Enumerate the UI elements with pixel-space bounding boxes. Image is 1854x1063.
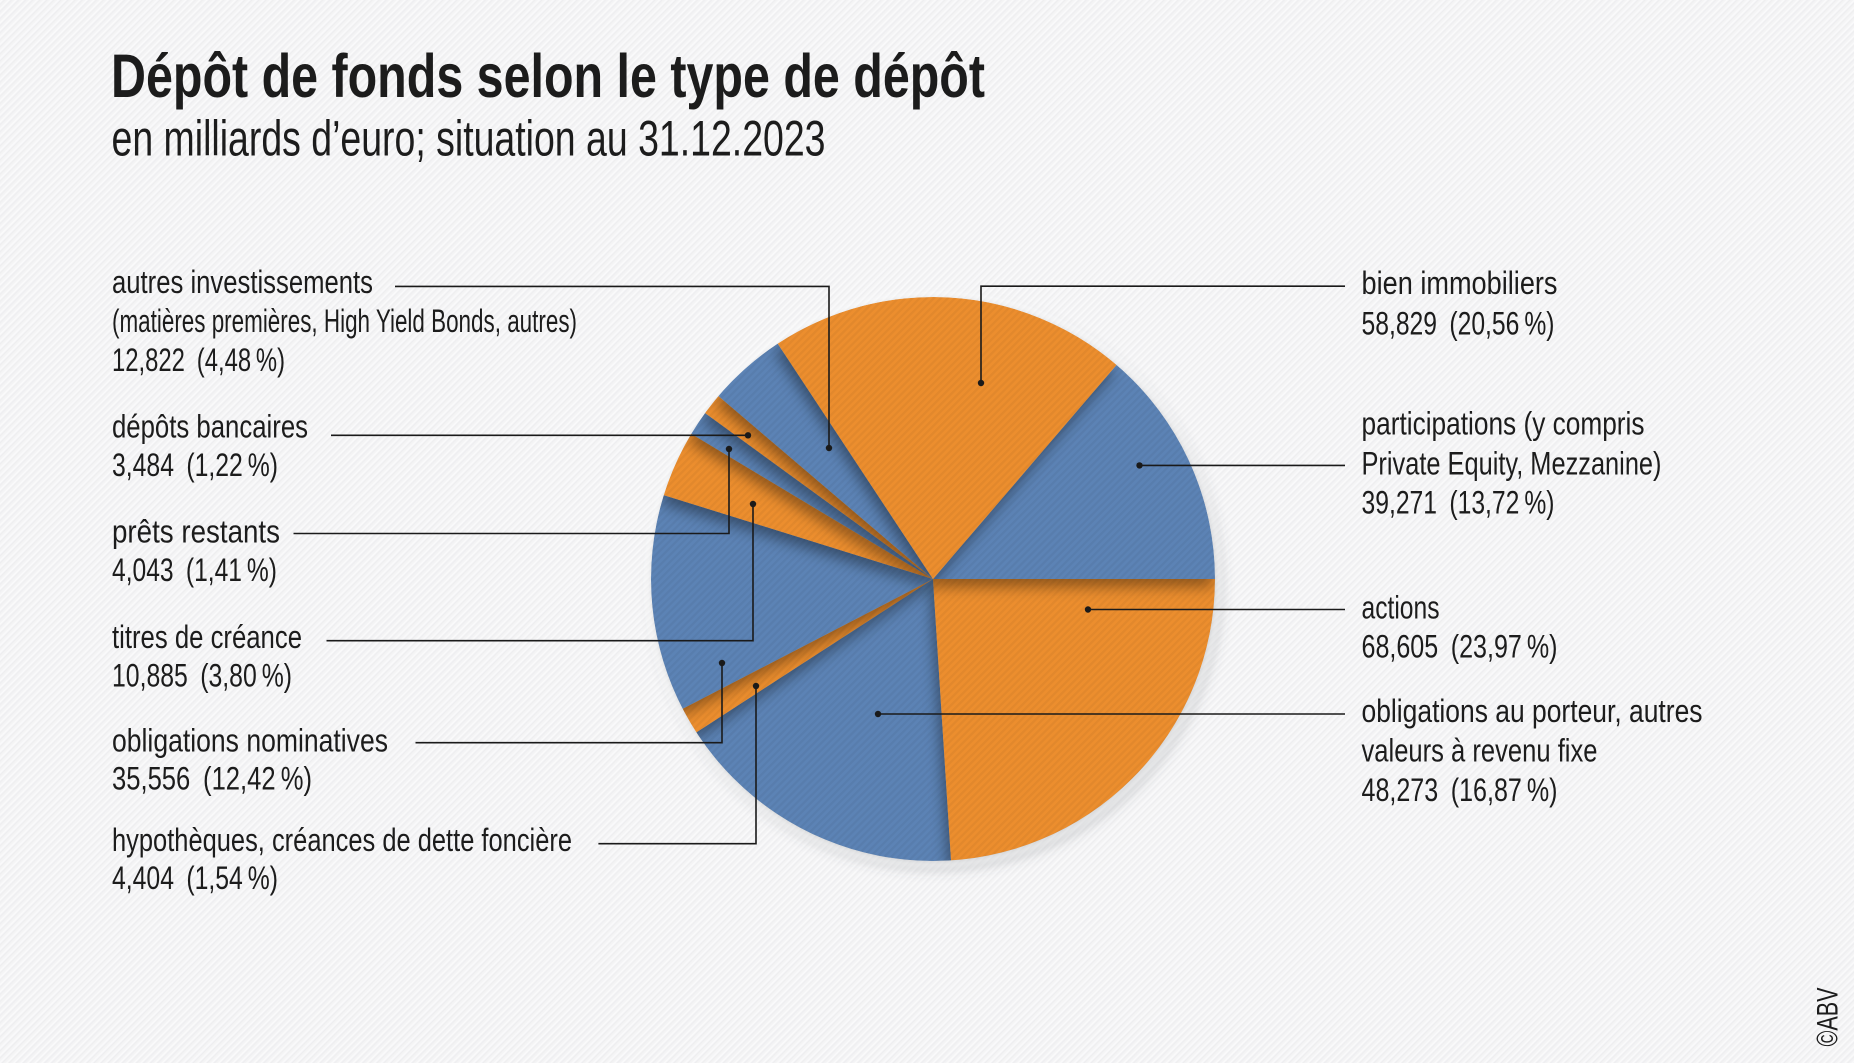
svg-text:4,043 (1,41 %): 4,043 (1,41 %): [112, 552, 277, 588]
svg-text:en milliards d’euro; situation: en milliards d’euro; situation au 31.12.…: [112, 110, 826, 166]
svg-text:©ABV: ©ABV: [1812, 988, 1845, 1047]
svg-text:3,484 (1,22 %): 3,484 (1,22 %): [112, 447, 278, 483]
svg-text:12,822 (4,48 %): 12,822 (4,48 %): [112, 342, 285, 378]
svg-text:valeurs à revenu fixe: valeurs à revenu fixe: [1362, 733, 1598, 769]
svg-text:actions: actions: [1362, 590, 1440, 626]
svg-text:bien immobiliers: bien immobiliers: [1362, 265, 1558, 301]
svg-text:hypothèques, créances de dette: hypothèques, créances de dette foncière: [112, 822, 572, 858]
svg-text:autres investissements: autres investissements: [112, 264, 373, 300]
svg-text:participations (y compris: participations (y compris: [1362, 405, 1645, 441]
svg-text:4,404 (1,54 %): 4,404 (1,54 %): [112, 860, 278, 896]
svg-text:10,885 (3,80 %): 10,885 (3,80 %): [112, 658, 292, 694]
svg-text:68,605 (23,97 %): 68,605 (23,97 %): [1362, 629, 1558, 665]
svg-text:(matières premières, High Yiel: (matières premières, High Yield Bonds, a…: [112, 303, 577, 339]
svg-text:prêts restants: prêts restants: [112, 514, 280, 550]
svg-text:48,273 (16,87 %): 48,273 (16,87 %): [1362, 772, 1558, 808]
svg-text:Dépôt de fonds selon le type d: Dépôt de fonds selon le type de dépôt: [111, 42, 985, 110]
svg-text:58,829 (20,56 %): 58,829 (20,56 %): [1362, 305, 1555, 341]
svg-text:dépôts bancaires: dépôts bancaires: [112, 408, 308, 444]
svg-text:titres de créance: titres de créance: [112, 619, 302, 655]
svg-text:39,271 (13,72 %): 39,271 (13,72 %): [1362, 484, 1555, 520]
svg-text:obligations au porteur, autres: obligations au porteur, autres: [1362, 693, 1703, 729]
svg-text:35,556 (12,42 %): 35,556 (12,42 %): [112, 761, 312, 797]
svg-text:obligations nominatives: obligations nominatives: [112, 722, 388, 758]
svg-text:Private Equity, Mezzanine): Private Equity, Mezzanine): [1362, 446, 1662, 482]
